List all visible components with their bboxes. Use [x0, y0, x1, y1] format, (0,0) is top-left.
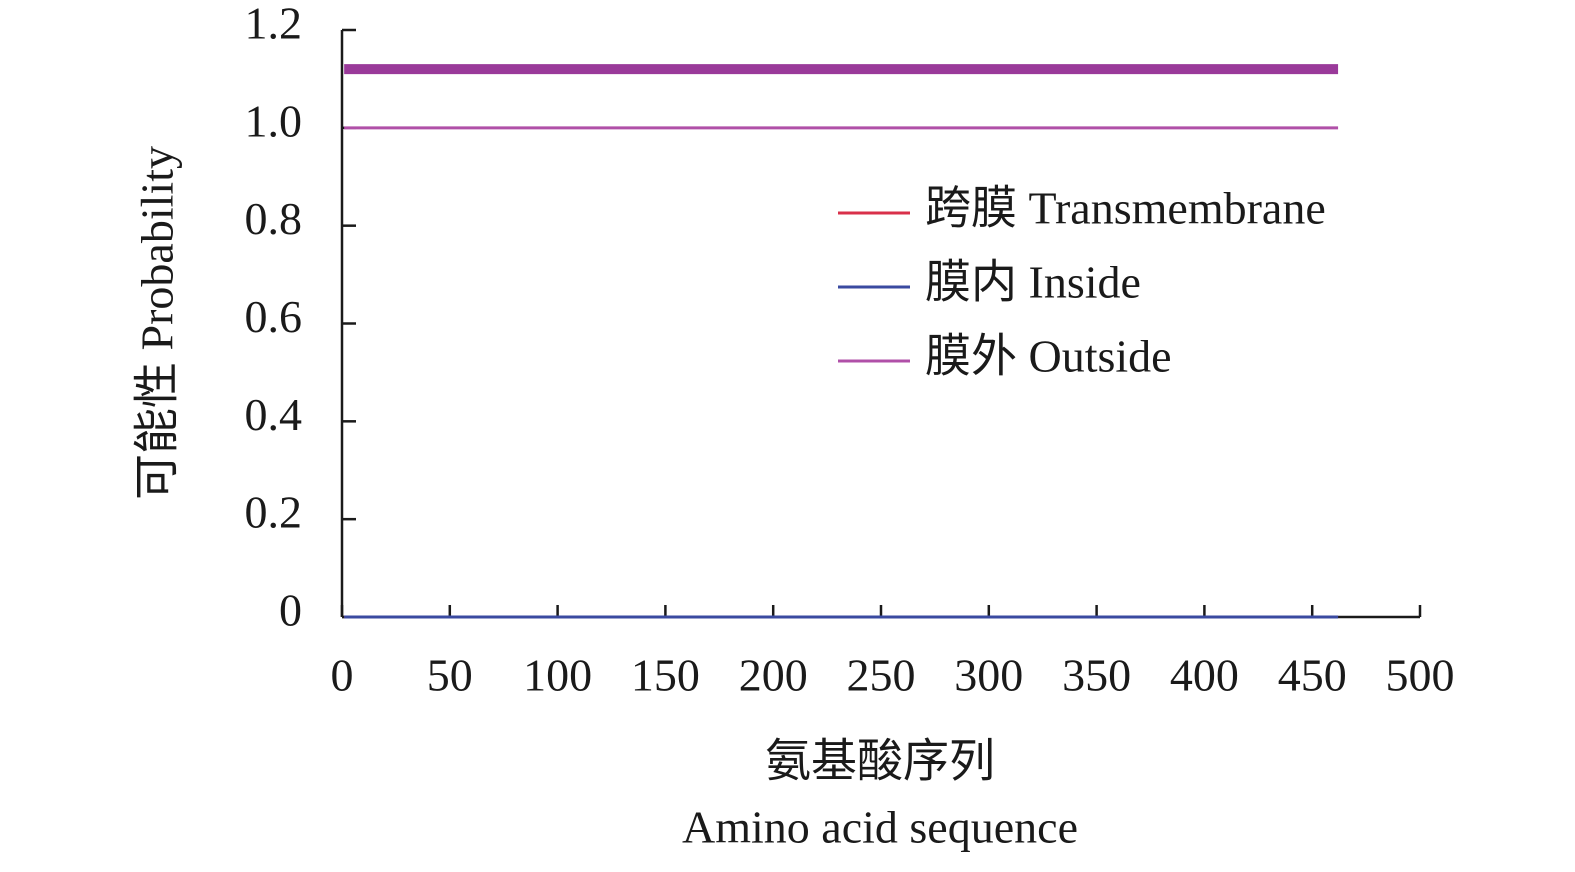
x-tick-label: 200: [739, 650, 808, 701]
legend-label: 跨膜 Transmembrane: [925, 183, 1326, 234]
y-tick-label: 0: [279, 585, 302, 636]
x-tick-label: 350: [1062, 650, 1131, 701]
x-tick-label: 0: [331, 650, 354, 701]
legend-label: 膜外 Outside: [925, 331, 1172, 382]
y-tick-label: 0.8: [245, 193, 303, 244]
x-tick-label: 500: [1386, 650, 1455, 701]
y-tick-label: 1.2: [245, 0, 303, 49]
y-axis-label: 可能性 Probability: [132, 146, 183, 500]
x-tick-label: 100: [523, 650, 592, 701]
x-tick-label: 400: [1170, 650, 1239, 701]
y-tick-label: 0.2: [245, 487, 303, 538]
x-tick-label: 50: [427, 650, 473, 701]
y-tick-label: 0.6: [245, 291, 303, 342]
legend-label: 膜内 Inside: [925, 257, 1141, 308]
x-tick-label: 250: [847, 650, 916, 701]
x-axis-label: 氨基酸序列: [765, 736, 995, 787]
x-tick-label: 300: [954, 650, 1023, 701]
y-tick-label: 0.4: [245, 389, 303, 440]
y-tick-label: 1.0: [245, 95, 303, 146]
x-tick-label: 150: [631, 650, 700, 701]
x-axis-label: Amino acid sequence: [682, 802, 1078, 853]
x-tick-label: 450: [1278, 650, 1347, 701]
